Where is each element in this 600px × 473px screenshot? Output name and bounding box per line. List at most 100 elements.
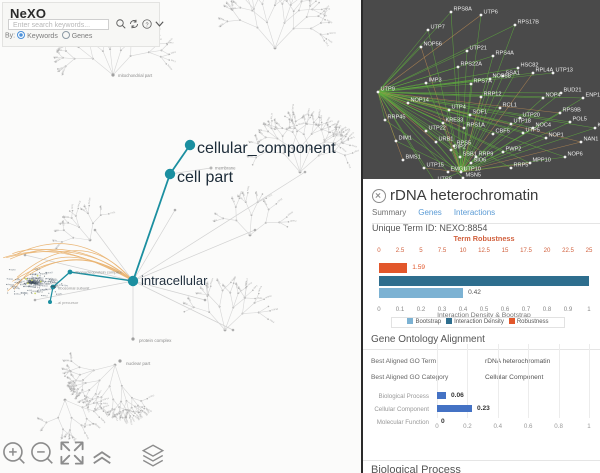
svg-text:RPS22A: RPS22A — [461, 62, 483, 68]
svg-text:BMS1: BMS1 — [406, 155, 421, 161]
svg-text:FPR3: FPR3 — [186, 297, 191, 303]
svg-text:NOP58: NOP58 — [493, 74, 511, 80]
svg-text:RPS9A: RPS9A — [16, 281, 23, 284]
svg-text:RRP12: RRP12 — [54, 58, 61, 63]
svg-text:CBF5: CBF5 — [496, 129, 510, 135]
svg-text:NOP56: NOP56 — [265, 295, 273, 299]
svg-text:ribonucleoprotein complex: ribonucleoprotein complex — [75, 270, 122, 275]
svg-text:NMD3: NMD3 — [86, 407, 90, 414]
svg-text:RPL1: RPL1 — [54, 282, 59, 284]
svg-text:...al precursor: ...al precursor — [55, 301, 79, 305]
svg-text:NOG1: NOG1 — [317, 0, 323, 1]
svg-text:RPS3: RPS3 — [40, 290, 45, 292]
svg-text:FPR3: FPR3 — [247, 185, 250, 191]
svg-text:RRP12: RRP12 — [484, 92, 502, 98]
svg-text:nuclear part: nuclear part — [126, 361, 151, 366]
svg-text:NSA2: NSA2 — [60, 433, 64, 439]
svg-text:POL5: POL5 — [573, 117, 587, 123]
svg-text:UTP6: UTP6 — [484, 10, 498, 16]
svg-text:PWP2: PWP2 — [506, 147, 522, 153]
svg-text:NOP58: NOP58 — [272, 309, 280, 312]
svg-text:RPS8A: RPS8A — [454, 7, 473, 13]
svg-text:RPL3: RPL3 — [114, 416, 118, 422]
svg-text:IMP3: IMP3 — [429, 78, 442, 84]
svg-text:RPS9B: RPS9B — [563, 108, 582, 114]
svg-text:NOP2: NOP2 — [10, 269, 15, 271]
svg-text:MAK21: MAK21 — [25, 285, 31, 289]
svg-text:RPL4: RPL4 — [43, 295, 48, 297]
svg-text:RPS1A: RPS1A — [209, 277, 214, 285]
svg-text:DIM1: DIM1 — [399, 136, 412, 142]
svg-text:DBP7: DBP7 — [47, 283, 52, 285]
svg-text:MAK11: MAK11 — [77, 199, 82, 207]
svg-text:MPP10: MPP10 — [533, 158, 551, 164]
svg-text:RSA4: RSA4 — [15, 293, 20, 296]
svg-text:cell part: cell part — [177, 169, 234, 186]
svg-text:NOP6: NOP6 — [568, 152, 583, 158]
svg-text:RPL3: RPL3 — [40, 426, 45, 432]
svg-text:RPL2: RPL2 — [31, 286, 36, 288]
svg-text:NOP4: NOP4 — [546, 93, 561, 99]
svg-text:SOF1: SOF1 — [53, 57, 59, 59]
svg-text:RPL4A: RPL4A — [536, 68, 554, 74]
svg-text:RPS1A: RPS1A — [262, 199, 268, 207]
svg-text:?: ? — [145, 22, 148, 28]
svg-text:UTP15: UTP15 — [285, 127, 292, 130]
svg-text:PUF6: PUF6 — [254, 191, 257, 197]
svg-text:NOG1: NOG1 — [321, 114, 323, 121]
svg-text:RPL3: RPL3 — [324, 42, 329, 48]
svg-text:UTP4: UTP4 — [452, 105, 466, 111]
svg-text:RPS7A: RPS7A — [258, 285, 264, 293]
svg-text:RRP12: RRP12 — [215, 278, 220, 285]
svg-text:MRT4: MRT4 — [22, 292, 27, 294]
svg-text:NMD3: NMD3 — [287, 111, 292, 118]
svg-text:JJJ1: JJJ1 — [213, 212, 218, 216]
svg-text:HCA4: HCA4 — [269, 318, 276, 324]
svg-text:MSN5: MSN5 — [466, 173, 482, 179]
svg-text:NOP14: NOP14 — [411, 98, 429, 104]
svg-text:BMS1: BMS1 — [77, 391, 82, 397]
svg-text:ENP1: ENP1 — [586, 93, 600, 99]
svg-text:REI1: REI1 — [213, 219, 219, 223]
svg-text:SSF1: SSF1 — [57, 293, 62, 295]
svg-text:UTP22: UTP22 — [195, 292, 202, 295]
svg-text:IMP3: IMP3 — [253, 285, 258, 290]
svg-text:NSA2: NSA2 — [170, 50, 177, 55]
svg-text:SOF1: SOF1 — [473, 110, 488, 116]
svg-text:IPI3: IPI3 — [53, 286, 56, 288]
svg-text:UTP22: UTP22 — [429, 126, 446, 132]
svg-text:ARX1: ARX1 — [99, 205, 102, 211]
svg-text:RPS2: RPS2 — [48, 289, 53, 291]
svg-text:UTP22: UTP22 — [148, 395, 155, 399]
svg-text:NOP1: NOP1 — [549, 133, 564, 139]
svg-text:UTP18: UTP18 — [514, 119, 531, 125]
svg-text:RPL10: RPL10 — [230, 197, 235, 204]
svg-text:ERB1: ERB1 — [92, 423, 98, 425]
svg-text:MAK11: MAK11 — [230, 6, 238, 10]
svg-text:NOP14: NOP14 — [102, 398, 110, 402]
svg-text:BUD21: BUD21 — [564, 88, 582, 94]
svg-text:BUD20: BUD20 — [36, 417, 43, 422]
svg-text:LSG1: LSG1 — [354, 150, 360, 154]
svg-text:RRP5: RRP5 — [514, 163, 529, 169]
svg-text:URB1: URB1 — [233, 275, 237, 282]
svg-text:NOP2: NOP2 — [41, 273, 46, 275]
svg-text:LOC1: LOC1 — [267, 194, 273, 198]
svg-text:mitochondrial part: mitochondrial part — [118, 73, 153, 78]
svg-text:UTP10: UTP10 — [464, 167, 481, 173]
svg-text:LSG1: LSG1 — [110, 212, 116, 215]
svg-text:RPL10: RPL10 — [271, 112, 273, 119]
svg-text:cellular_component: cellular_component — [197, 140, 336, 157]
svg-text:BUD20: BUD20 — [167, 65, 173, 72]
svg-text:RPS4A: RPS4A — [496, 51, 515, 57]
svg-text:RPS7A: RPS7A — [474, 79, 493, 85]
svg-text:NOG1: NOG1 — [48, 272, 53, 274]
svg-text:RCL1: RCL1 — [503, 103, 517, 109]
svg-text:NSA2: NSA2 — [118, 415, 121, 421]
svg-text:TIF6: TIF6 — [347, 164, 351, 169]
svg-text:RIX1: RIX1 — [44, 285, 48, 287]
svg-text:SSF2: SSF2 — [14, 286, 19, 288]
svg-text:EMG1: EMG1 — [98, 389, 103, 396]
svg-text:RRP45: RRP45 — [388, 115, 406, 121]
svg-text:HCA4: HCA4 — [52, 239, 59, 243]
